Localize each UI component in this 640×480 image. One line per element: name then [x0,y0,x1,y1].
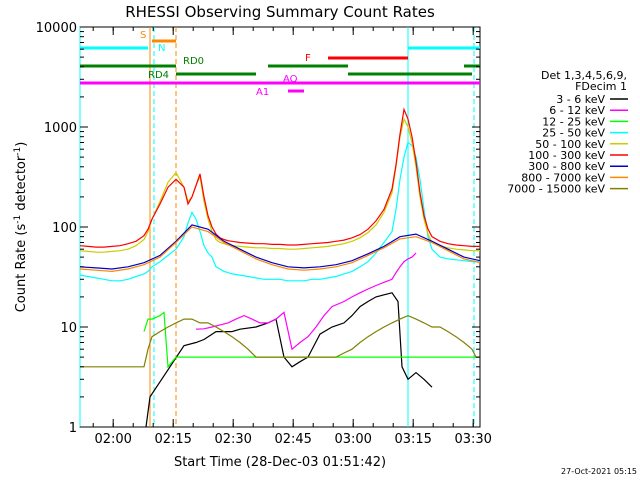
y-axis-label-part: Count Rate (s [14,224,29,313]
legend-label: 300 - 800 keV [528,160,605,173]
footer-timestamp: 27-Oct-2021 05:15 [561,467,637,476]
legend-title-line: Det 1,3,4,5,6,9, [541,69,627,82]
series-line-6-12-keV [195,252,417,351]
legend-label: 25 - 50 keV [542,127,605,140]
flag-label-rd0: RD0 [183,56,204,67]
y-axis-label-part: -1 [13,215,23,224]
series-line-800-7000-keV [79,226,481,273]
axes: 1 10 100 1000 10000 02:00 02:15 02:30 02:45 03:00… [36,21,492,447]
legend-label: 50 - 100 keV [535,138,605,151]
y-axis-label-part: -1 [13,147,23,156]
flag-label-aq: AQ [283,74,298,85]
x-tick-label: 02:30 [214,432,251,447]
x-tick-label: 03:30 [454,432,491,447]
x-tick-label: 03:15 [394,432,431,447]
y-axis-label-part: ) [14,142,29,147]
x-tick-label: 02:45 [274,432,311,447]
flag-label-rd4: RD4 [148,70,169,81]
x-axis-label: Start Time (28-Dec-03 01:51:42) [174,455,386,470]
x-tick-label: 03:00 [334,432,371,447]
flag-bars: S N F RD0 RD4 AQ A1 [80,30,480,98]
legend-label: 100 - 300 keV [528,149,605,162]
y-tick-label: 1000 [44,121,77,136]
flag-label-a1: A1 [256,87,269,98]
legend-label: 3 - 6 keV [556,93,605,106]
flag-label-n: N [158,43,165,54]
series-line-7000-15000-keV [80,314,480,368]
legend-label: 12 - 25 keV [542,115,605,128]
y-tick-label: 10 [60,321,77,336]
legend-label: 6 - 12 keV [549,104,605,117]
series-line-300-800-keV [79,224,481,270]
y-axis-label: Count Rate (s-1 detector-1) [13,142,29,313]
chart-title: RHESSI Observing Summary Count Rates [125,3,435,21]
series-line-100-300-keV [79,107,480,248]
y-tick-label: 1 [69,421,77,436]
legend-label: 7000 - 15000 keV [507,183,605,196]
x-tick-label: 02:15 [154,432,191,447]
y-axis-label-part: detector [14,155,29,215]
y-tick-label: 10000 [36,21,77,36]
legend-label: 800 - 7000 keV [521,171,605,184]
y-tick-label: 100 [52,221,77,236]
series-line-25-50-keV [79,141,480,282]
flag-label-f: F [305,53,311,64]
flag-label-s: S [140,30,146,41]
x-tick-label: 02:00 [94,432,131,447]
series-lines [79,107,481,428]
legend-title-line: FDecim 1 [575,80,627,93]
